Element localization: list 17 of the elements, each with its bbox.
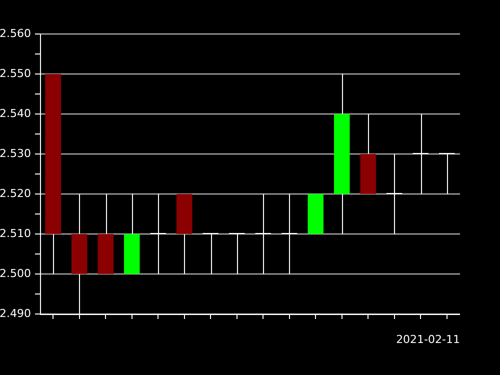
y-tick-label: 2.540 (0, 106, 31, 120)
y-tick-label: 2.530 (0, 146, 31, 160)
y-tick-label: 2.490 (0, 306, 31, 320)
y-tick-label: 2.510 (0, 226, 31, 240)
candlestick (202, 233, 218, 274)
y-tick-label: 2.520 (0, 186, 31, 200)
candlestick (386, 154, 402, 234)
candlestick (255, 194, 271, 274)
candlestick (439, 153, 455, 194)
y-tick-label: 2.550 (0, 66, 31, 80)
candlestick (412, 114, 428, 194)
candlestick (282, 194, 298, 274)
text: 2021-02-11 (396, 332, 460, 346)
y-tick-label: 2.500 (0, 266, 31, 280)
candlestick (229, 233, 245, 274)
candlestick (150, 194, 166, 274)
y-tick-label: 2.560 (0, 26, 31, 40)
